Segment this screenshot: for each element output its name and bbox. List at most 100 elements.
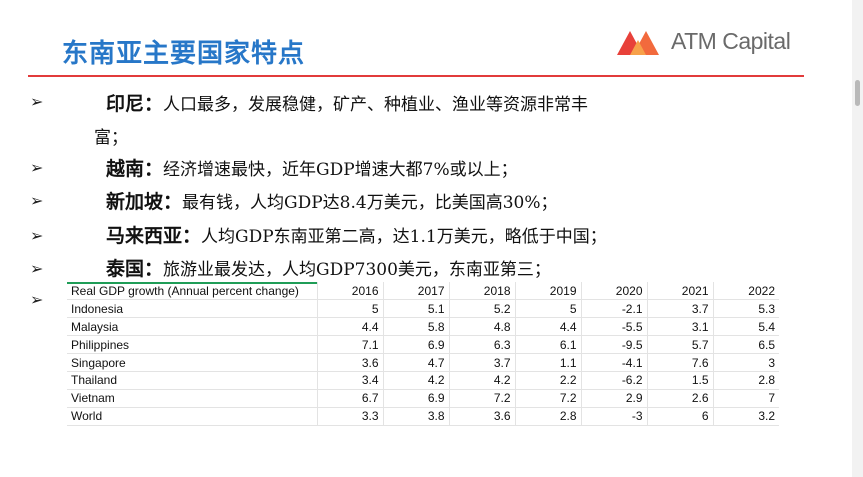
table-cell: -3 — [581, 407, 648, 426]
country-vietnam: 越南： — [106, 158, 164, 180]
table-cell: 5.3 — [713, 299, 779, 319]
table-cell: 5 — [515, 299, 582, 319]
country-indonesia: 印尼： — [106, 93, 164, 115]
table-cell: 4.7 — [383, 353, 450, 372]
table-row: Vietnam 6.7 6.9 7.2 7.2 2.9 2.6 7 — [67, 389, 779, 408]
table-row: Thailand 3.4 4.2 4.2 2.2 -6.2 1.5 2.8 — [67, 371, 779, 390]
table-cell: 7.2 — [515, 389, 582, 408]
table-row: World 3.3 3.8 3.6 2.8 -3 6 3.2 — [67, 407, 779, 426]
table-cell: 2.6 — [647, 389, 714, 408]
table-cell: 7 — [713, 389, 779, 408]
table-cell: 4.2 — [449, 371, 516, 390]
row-country-name: World — [67, 407, 318, 426]
table-cell: 3.8 — [383, 407, 450, 426]
bullet-singapore: 新加坡：最有钱，人均GDP达8.4万美元，比美国高30%； — [106, 187, 557, 214]
table-cell: -5.5 — [581, 317, 648, 337]
viewer-scrollbar-thumb[interactable] — [855, 80, 860, 106]
table-cell: 1.1 — [515, 353, 582, 372]
table-cell: 3.7 — [449, 353, 516, 372]
table-cell: 6.7 — [317, 389, 384, 408]
row-country-name: Indonesia — [67, 299, 318, 319]
table-row: Singapore 3.6 4.7 3.7 1.1 -4.1 7.6 3 — [67, 353, 779, 372]
table-cell: 2.8 — [515, 407, 582, 426]
bullet-indonesia-cont: 富； — [94, 128, 128, 148]
bullet-singapore-text: 最有钱，人均GDP达8.4万美元，比美国高30%； — [182, 193, 558, 213]
table-cell: -2.1 — [581, 299, 648, 319]
table-cell: 5.8 — [383, 317, 450, 337]
table-cell: 4.8 — [449, 317, 516, 337]
bullet-thailand-text: 旅游业最发达，人均GDP7300美元，东南亚第三； — [163, 260, 551, 280]
table-row: Indonesia 5 5.1 5.2 5 -2.1 3.7 5.3 — [67, 299, 779, 319]
gdp-growth-table: Real GDP growth (Annual percent change) … — [67, 282, 779, 426]
table-cell: 3.2 — [713, 407, 779, 426]
row-country-name: Vietnam — [67, 389, 318, 408]
bullet-arrow-icon: ➢ — [30, 226, 44, 245]
year-header: 2017 — [383, 282, 450, 301]
table-cell: 5.1 — [383, 299, 450, 319]
table-cell: 7.2 — [449, 389, 516, 408]
country-malaysia: 马来西亚： — [106, 225, 202, 247]
table-cell: -4.1 — [581, 353, 648, 372]
country-thailand: 泰国： — [106, 258, 164, 280]
row-country-name: Singapore — [67, 353, 318, 372]
bullet-arrow-icon: ➢ — [30, 259, 44, 278]
year-header: 2020 — [581, 282, 648, 301]
table-header-row: Real GDP growth (Annual percent change) … — [67, 282, 779, 301]
viewer-scrollbar-track[interactable] — [852, 0, 863, 477]
table-cell: 1.5 — [647, 371, 714, 390]
bullet-indonesia: 印尼：人口最多，发展稳健，矿产、种植业、渔业等资源非常丰 — [106, 89, 588, 116]
logo-text: ATM Capital — [671, 28, 791, 54]
table-cell: 3.1 — [647, 317, 714, 337]
row-country-name: Philippines — [67, 335, 318, 355]
bullet-indonesia-text: 人口最多，发展稳健，矿产、种植业、渔业等资源非常丰 — [163, 95, 589, 115]
table-row: Malaysia 4.4 5.8 4.8 4.4 -5.5 3.1 5.4 — [67, 317, 779, 337]
table-cell: 6.5 — [713, 335, 779, 355]
table-cell: 6.1 — [515, 335, 582, 355]
table-cell: 7.6 — [647, 353, 714, 372]
table-cell: 5 — [317, 299, 384, 319]
table-cell: 7.1 — [317, 335, 384, 355]
table-cell: 3.3 — [317, 407, 384, 426]
slide-title: 东南亚主要国家特点 — [62, 39, 306, 69]
table-cell: 3.6 — [449, 407, 516, 426]
table-cell: 5.7 — [647, 335, 714, 355]
bullet-malaysia-text: 人均GDP东南亚第二高，达1.1万美元，略低于中国； — [201, 227, 607, 247]
table-cell: 3 — [713, 353, 779, 372]
table-header-title: Real GDP growth (Annual percent change) — [67, 282, 318, 301]
bullet-thailand: 泰国：旅游业最发达，人均GDP7300美元，东南亚第三； — [106, 254, 551, 281]
bullet-malaysia: 马来西亚：人均GDP东南亚第二高，达1.1万美元，略低于中国； — [106, 221, 607, 248]
table-cell: 2.8 — [713, 371, 779, 390]
bullet-vietnam-text: 经济增速最快，近年GDP增速大都7%或以上； — [163, 160, 518, 180]
year-header: 2021 — [647, 282, 714, 301]
bullet-arrow-icon: ➢ — [30, 290, 44, 309]
table-cell: 4.4 — [317, 317, 384, 337]
country-singapore: 新加坡： — [106, 191, 183, 213]
year-header: 2019 — [515, 282, 582, 301]
atm-capital-logo: ATM Capital — [617, 28, 791, 55]
bullet-arrow-icon: ➢ — [30, 158, 44, 177]
year-header: 2018 — [449, 282, 516, 301]
table-cell: 4.2 — [383, 371, 450, 390]
table-cell: 6 — [647, 407, 714, 426]
table-row: Philippines 7.1 6.9 6.3 6.1 -9.5 5.7 6.5 — [67, 335, 779, 355]
table-cell: -9.5 — [581, 335, 648, 355]
table-cell: 5.2 — [449, 299, 516, 319]
table-cell: 5.4 — [713, 317, 779, 337]
row-country-name: Thailand — [67, 371, 318, 390]
table-cell: 6.9 — [383, 389, 450, 408]
table-cell: -6.2 — [581, 371, 648, 390]
bullet-vietnam: 越南：经济增速最快，近年GDP增速大都7%或以上； — [106, 154, 518, 181]
year-header: 2022 — [713, 282, 779, 301]
row-country-name: Malaysia — [67, 317, 318, 337]
table-cell: 3.6 — [317, 353, 384, 372]
table-cell: 3.4 — [317, 371, 384, 390]
atm-logo-icon — [617, 30, 659, 55]
table-cell: 2.9 — [581, 389, 648, 408]
table-cell: 2.2 — [515, 371, 582, 390]
table-cell: 4.4 — [515, 317, 582, 337]
title-divider — [28, 75, 804, 77]
table-cell: 6.9 — [383, 335, 450, 355]
table-cell: 6.3 — [449, 335, 516, 355]
bullet-arrow-icon: ➢ — [30, 92, 44, 111]
